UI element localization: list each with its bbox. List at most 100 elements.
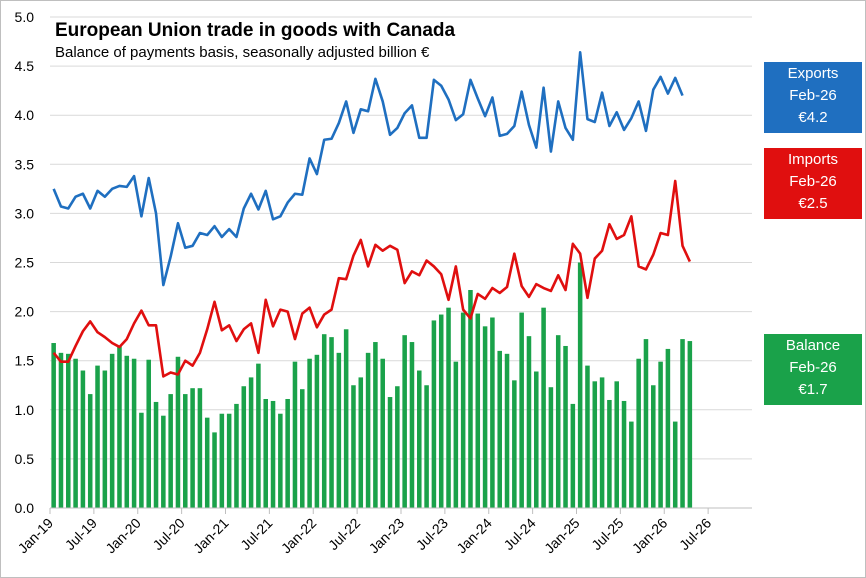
y-tick-label: 2.5: [15, 255, 35, 271]
balance-bar: [307, 358, 312, 508]
x-tick-label: Jan-20: [102, 515, 144, 557]
chart-title: European Union trade in goods with Canad…: [55, 20, 456, 41]
exports-callout-date: Feb-26: [789, 87, 837, 104]
balance-bar: [585, 365, 590, 508]
balance-bar: [548, 387, 554, 508]
balance-bar: [446, 307, 451, 508]
y-tick-label: 2.0: [15, 304, 35, 320]
balance-bar: [512, 380, 517, 508]
balance-bar: [73, 358, 78, 508]
balance-bar: [592, 381, 598, 508]
balance-bar: [453, 361, 459, 508]
balance-bar: [651, 385, 656, 508]
balance-bar: [680, 339, 685, 508]
balance-bars: [51, 262, 693, 508]
x-tick-label: Jul-21: [237, 515, 275, 553]
imports-callout: Imports Feb-26 €2.5: [764, 148, 862, 219]
imports-callout-label: Imports: [787, 151, 838, 168]
x-tick-label: Jan-23: [366, 515, 408, 557]
balance-bar: [672, 421, 678, 508]
y-tick-label: 5.0: [15, 9, 35, 25]
balance-bar: [58, 352, 64, 508]
balance-bar: [51, 343, 56, 508]
balance-bar: [292, 361, 298, 508]
balance-bar: [95, 365, 100, 508]
balance-bar: [124, 355, 130, 508]
imports-line: [52, 179, 692, 378]
balance-bar: [687, 341, 693, 508]
balance-bar: [570, 403, 576, 508]
balance-callout-date: Feb-26: [789, 359, 837, 376]
balance-bar: [117, 345, 122, 508]
balance-bar: [300, 389, 305, 508]
balance-bar: [343, 329, 349, 508]
balance-callout-value: €1.7: [798, 381, 828, 398]
balance-bar: [665, 348, 671, 508]
balance-bar: [219, 413, 225, 508]
balance-bar: [417, 370, 422, 508]
balance-bar: [490, 317, 495, 508]
balance-bar: [248, 377, 254, 508]
exports-callout-value: €4.2: [798, 109, 828, 126]
balance-bar: [409, 342, 415, 508]
balance-bar: [285, 398, 290, 508]
x-tick-label: Jul-24: [500, 515, 538, 553]
balance-bar: [321, 334, 327, 508]
imports-callout-value: €2.5: [798, 195, 828, 212]
balance-bar: [636, 358, 641, 508]
balance-bar: [168, 394, 173, 508]
balance-bar: [387, 397, 393, 508]
balance-bar: [629, 421, 634, 508]
chart-subtitle: Balance of payments basis, seasonally ad…: [55, 44, 430, 61]
balance-bar: [519, 312, 524, 508]
balance-bar: [197, 388, 203, 508]
balance-bar: [241, 386, 247, 508]
balance-bar: [373, 342, 378, 508]
balance-bar: [314, 354, 320, 508]
balance-bar: [204, 417, 210, 508]
balance-bar: [577, 262, 583, 508]
y-tick-label: 1.5: [15, 353, 35, 369]
x-tick-label: Jan-22: [278, 515, 320, 557]
balance-bar: [504, 353, 510, 508]
x-tick-label: Jul-23: [413, 515, 451, 553]
imports-callout-date: Feb-26: [789, 173, 837, 190]
balance-bar: [175, 356, 181, 508]
balance-bar: [497, 350, 502, 508]
balance-bar: [358, 377, 364, 508]
balance-bar: [365, 352, 371, 508]
balance-bar: [658, 361, 663, 508]
balance-bar: [278, 413, 283, 508]
balance-bar: [460, 312, 466, 508]
balance-bar: [599, 377, 605, 508]
x-tick-label: Jan-25: [541, 515, 583, 557]
balance-callout-label: Balance: [785, 337, 841, 354]
x-axis: Jan-19 Jul-19 Jan-20 Jul-20 Jan-21 Jul-21 Jan-…: [15, 507, 752, 557]
balance-bar: [336, 352, 342, 508]
balance-bar: [475, 313, 481, 508]
balance-bar: [563, 345, 568, 508]
balance-bar: [102, 370, 108, 508]
balance-bar: [226, 413, 232, 508]
exports-line: [52, 51, 684, 287]
balance-bar: [438, 314, 444, 508]
balance-callout: Balance Feb-26 €1.7: [764, 334, 862, 405]
balance-bar: [555, 335, 561, 508]
balance-bar: [534, 371, 539, 508]
x-tick-label: Jul-25: [588, 515, 626, 553]
balance-bar: [131, 358, 137, 508]
balance-bar: [643, 339, 649, 508]
x-tick-label: Jul-22: [325, 515, 363, 553]
series-lines: [52, 51, 692, 378]
balance-bar: [431, 320, 437, 508]
balance-bar: [146, 359, 151, 508]
balance-bar: [380, 358, 385, 508]
balance-bar: [329, 337, 334, 508]
gridlines: [50, 16, 752, 460]
x-tick-label: Jul-20: [149, 515, 187, 553]
y-tick-label: 1.0: [15, 402, 35, 418]
balance-bar: [607, 399, 612, 508]
balance-bar: [234, 403, 239, 508]
balance-bar: [270, 400, 276, 508]
balance-bar: [212, 432, 217, 508]
